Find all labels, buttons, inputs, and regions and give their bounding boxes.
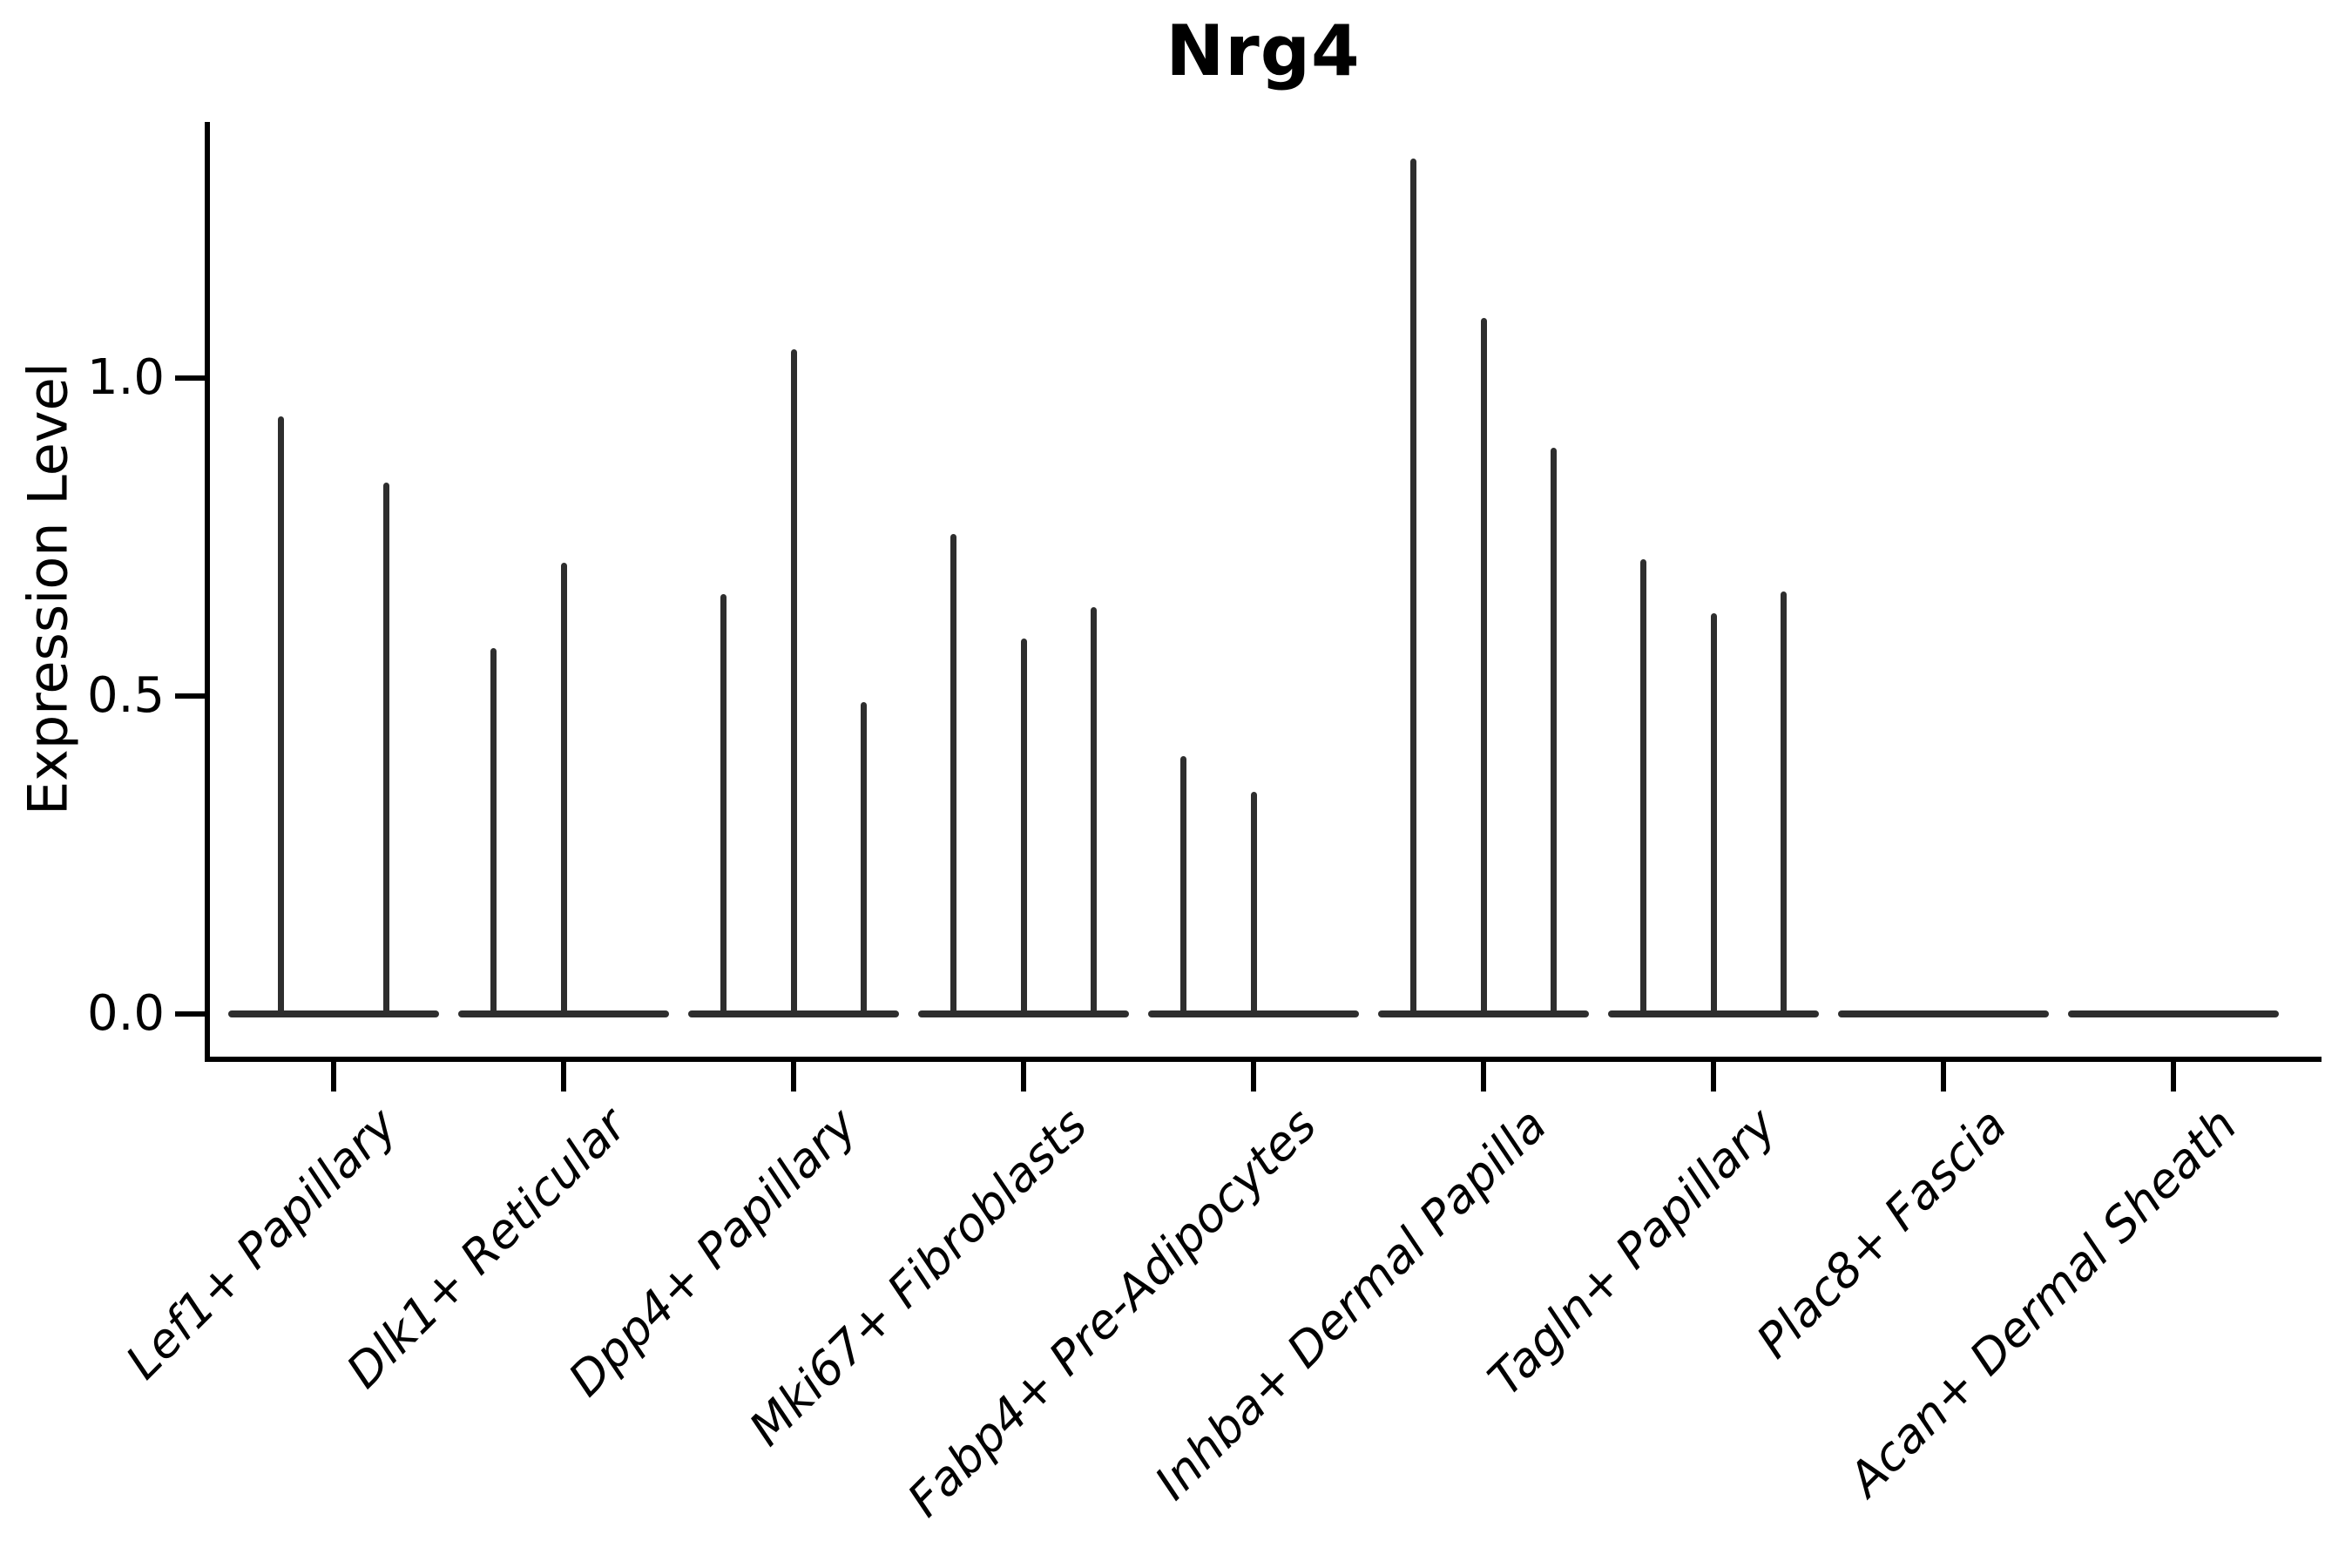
y-tick-label: 0.5 — [86, 667, 165, 724]
x-tick-mark — [1251, 1062, 1256, 1092]
violin-spike — [1639, 559, 1646, 1014]
violin-baseline — [2068, 1010, 2279, 1017]
x-tick-mark — [561, 1062, 566, 1092]
violin-baseline — [458, 1010, 669, 1017]
violin-spike — [790, 349, 797, 1014]
violin-spike — [1781, 591, 1788, 1014]
x-tick-mark — [1711, 1062, 1716, 1092]
violin-spike — [720, 594, 727, 1014]
violin-spike — [383, 483, 389, 1014]
x-tick-mark — [1941, 1062, 1946, 1092]
x-tick-label: Inhba+ Dermal Papilla — [1144, 1097, 1558, 1511]
x-tick-mark — [1481, 1062, 1486, 1092]
x-tick-label: Plac8+ Fascia — [1746, 1097, 2017, 1369]
x-tick-mark — [2171, 1062, 2176, 1092]
violin-spike — [1179, 756, 1186, 1014]
x-tick-mark — [331, 1062, 336, 1092]
x-tick-label: Fabp4+ Pre-Adipocytes — [897, 1097, 1328, 1528]
y-tick-mark — [175, 1011, 205, 1017]
violin-spike — [1480, 317, 1487, 1014]
violin-baseline — [228, 1010, 439, 1017]
x-tick-mark — [791, 1062, 796, 1092]
violin-spike — [1551, 448, 1558, 1014]
violin-spike — [490, 648, 497, 1014]
chart-title: Nrg4 — [1166, 10, 1361, 91]
x-axis-spine — [205, 1057, 2322, 1062]
y-tick-label: 0.0 — [86, 985, 165, 1042]
violin-baseline — [1838, 1010, 2049, 1017]
violin-spike — [861, 702, 868, 1014]
x-tick-label: Acan+ Dermal Sheath — [1837, 1097, 2247, 1507]
violin-baseline — [1378, 1010, 1589, 1017]
violin-baseline — [918, 1010, 1129, 1017]
violin-spike — [1020, 639, 1027, 1014]
violin-baseline — [1608, 1010, 1819, 1017]
violin-spike — [1409, 159, 1416, 1014]
violin-spike — [1250, 791, 1257, 1014]
violin-baseline — [688, 1010, 899, 1017]
y-axis-spine — [205, 122, 210, 1062]
y-tick-label: 1.0 — [86, 349, 165, 406]
y-tick-mark — [175, 375, 205, 381]
violin-baseline — [1148, 1010, 1359, 1017]
violin-spike — [1710, 613, 1717, 1014]
violin-spike — [950, 533, 956, 1014]
violin-spike — [278, 416, 284, 1014]
violin-spike — [1091, 606, 1098, 1014]
violin-spike — [560, 562, 567, 1014]
x-tick-mark — [1021, 1062, 1026, 1092]
y-tick-mark — [175, 693, 205, 699]
